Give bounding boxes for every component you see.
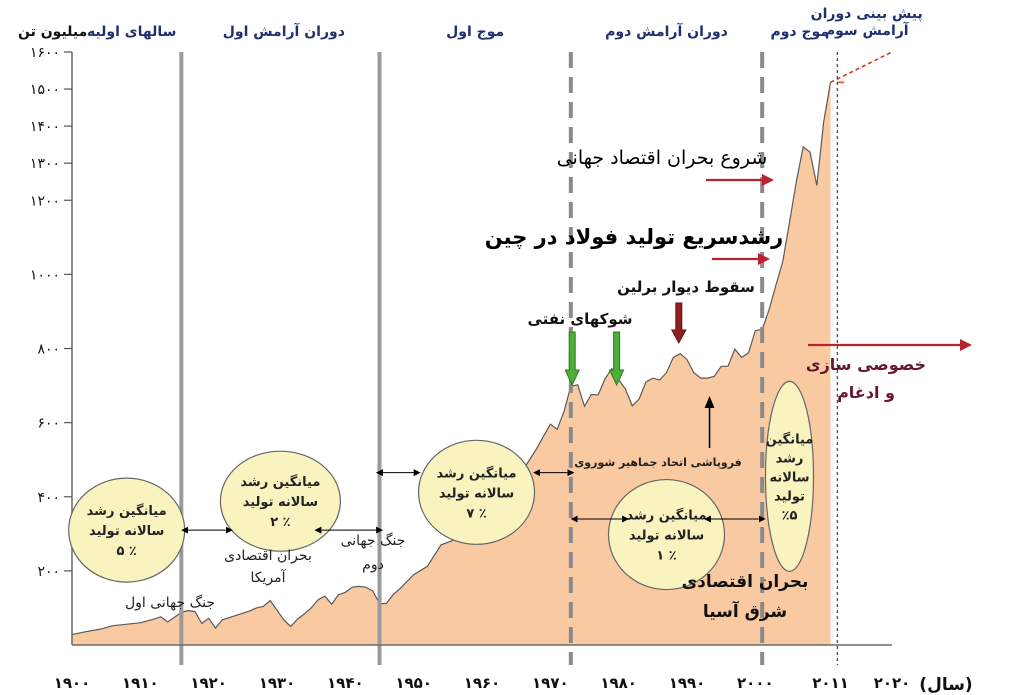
annotation-oil-shocks: شوکهای نفتی <box>527 310 632 328</box>
privatization-arrow-head <box>960 339 972 351</box>
y-tick-label: ۸۰۰ <box>37 342 60 358</box>
growth-bubble-text: میانگین رشد سالانه تولید ٪ ۵ <box>87 503 167 559</box>
annotation-berlin-wall: سقوط دیوار برلین <box>617 278 755 296</box>
x-tick-label: ۱۹۸۰ <box>600 674 637 692</box>
growth-bubble-text: میانگین رشد سالانه تولید ٪ ۲ <box>240 474 320 530</box>
growth-bubble-text: میانگین رشد سالانه تولید ٪ ۷ <box>437 465 517 521</box>
x-tick-label: ۲۰۰۰ <box>737 674 774 692</box>
annotation-global-crisis: شروع بحران اقتصاد جهانی <box>557 147 768 169</box>
growth-bubble-text: میانگین رشد سالانه تولید ٪ ۱ <box>627 508 707 564</box>
phase-label: پیش بینی دوران آرامش سوم <box>811 6 923 39</box>
growth-bubble: میانگین رشد سالانه تولید ٪ ۱ <box>607 478 726 591</box>
growth-bubble: میانگین رشد سالانه تولید ٪ ۵ <box>68 477 186 583</box>
phase-label: موج دوم <box>770 24 829 40</box>
growth-bubble: میانگین رشد سالانه تولید ٪ ۲ <box>219 450 342 552</box>
y-axis-title: میلیون تن <box>18 24 87 40</box>
growth-bubble: میانگین رشد سالانه تولید ٪۵ <box>764 380 815 572</box>
x-tick-label: ۱۹۷۰ <box>532 674 569 692</box>
y-tick-label: ۱۵۰۰ <box>30 82 60 98</box>
oil-shock-arrow <box>564 331 580 387</box>
phase-label: دوران آرامش اول <box>223 22 345 40</box>
phase-label: سالهای اولیه <box>87 24 176 40</box>
ussr-collapse-arrowhead <box>704 396 715 408</box>
x-tick-label: ۱۹۴۰ <box>327 674 364 692</box>
y-tick-label: ۱۰۰۰ <box>30 267 60 283</box>
berlin-wall-arrow <box>670 302 687 345</box>
growth-bubble-text: میانگین رشد سالانه تولید ٪۵ <box>766 431 814 523</box>
x-tick-label: ۱۹۱۰ <box>122 674 159 692</box>
china-growth-arrow-head <box>758 253 770 265</box>
growth-bubble-shape <box>607 478 726 591</box>
x-tick-label: ۲۰۱۱ <box>812 674 849 692</box>
growth-bubble-shape <box>764 380 815 572</box>
y-tick-label: ۶۰۰ <box>37 416 60 432</box>
growth-bubble: میانگین رشد سالانه تولید ٪ ۷ <box>417 439 536 545</box>
y-tick-label: ۴۰۰ <box>37 490 60 506</box>
annotation-ussr-collapse: فروپاشی اتحاد جماهیر شوروی <box>574 456 742 469</box>
annotation-ww2: جنگ جهانی دوم <box>341 532 406 573</box>
annotation-china-growth: رشدسریع تولید فولاد در چین <box>485 225 784 249</box>
x-tick-label: ۱۹۶۰ <box>464 674 501 692</box>
y-tick-label: ۱۶۰۰ <box>30 45 60 61</box>
y-tick-label: ۲۰۰ <box>37 564 60 580</box>
y-tick-label: ۱۳۰۰ <box>30 156 60 172</box>
projection-line <box>830 51 893 84</box>
y-tick-label: ۱۴۰۰ <box>30 119 60 135</box>
annotation-privatization: خصوصی سازی و ادغام <box>806 355 926 402</box>
annotation-asia-crisis: بحران اقتصادی شرق آسیا <box>682 572 809 622</box>
x-tick-label: ۱۹۹۰ <box>669 674 706 692</box>
global-crisis-arrow-head <box>762 174 774 186</box>
y-tick-label: ۱۲۰۰ <box>30 193 60 209</box>
phase-label: دوران آرامش دوم <box>605 22 728 40</box>
growth-bubble-shape <box>417 439 536 545</box>
x-tick-label: ۱۹۵۰ <box>395 674 432 692</box>
phase-label: موج اول <box>446 24 504 40</box>
growth-bubble-shape <box>219 450 342 552</box>
x-axis-title: (سال) <box>919 675 972 695</box>
x-tick-label: ۱۹۲۰ <box>190 674 227 692</box>
x-tick-label: ۱۹۰۰ <box>54 674 91 692</box>
x-tick-label: ۱۹۳۰ <box>259 674 296 692</box>
annotation-us-crisis: بحران اقتصادی آمریکا <box>224 548 312 586</box>
oil-shock-arrow <box>608 331 625 387</box>
annotation-ww1: جنگ جهانی اول <box>125 594 215 611</box>
x-tick-label: ۲۰۲۰ <box>874 674 911 692</box>
